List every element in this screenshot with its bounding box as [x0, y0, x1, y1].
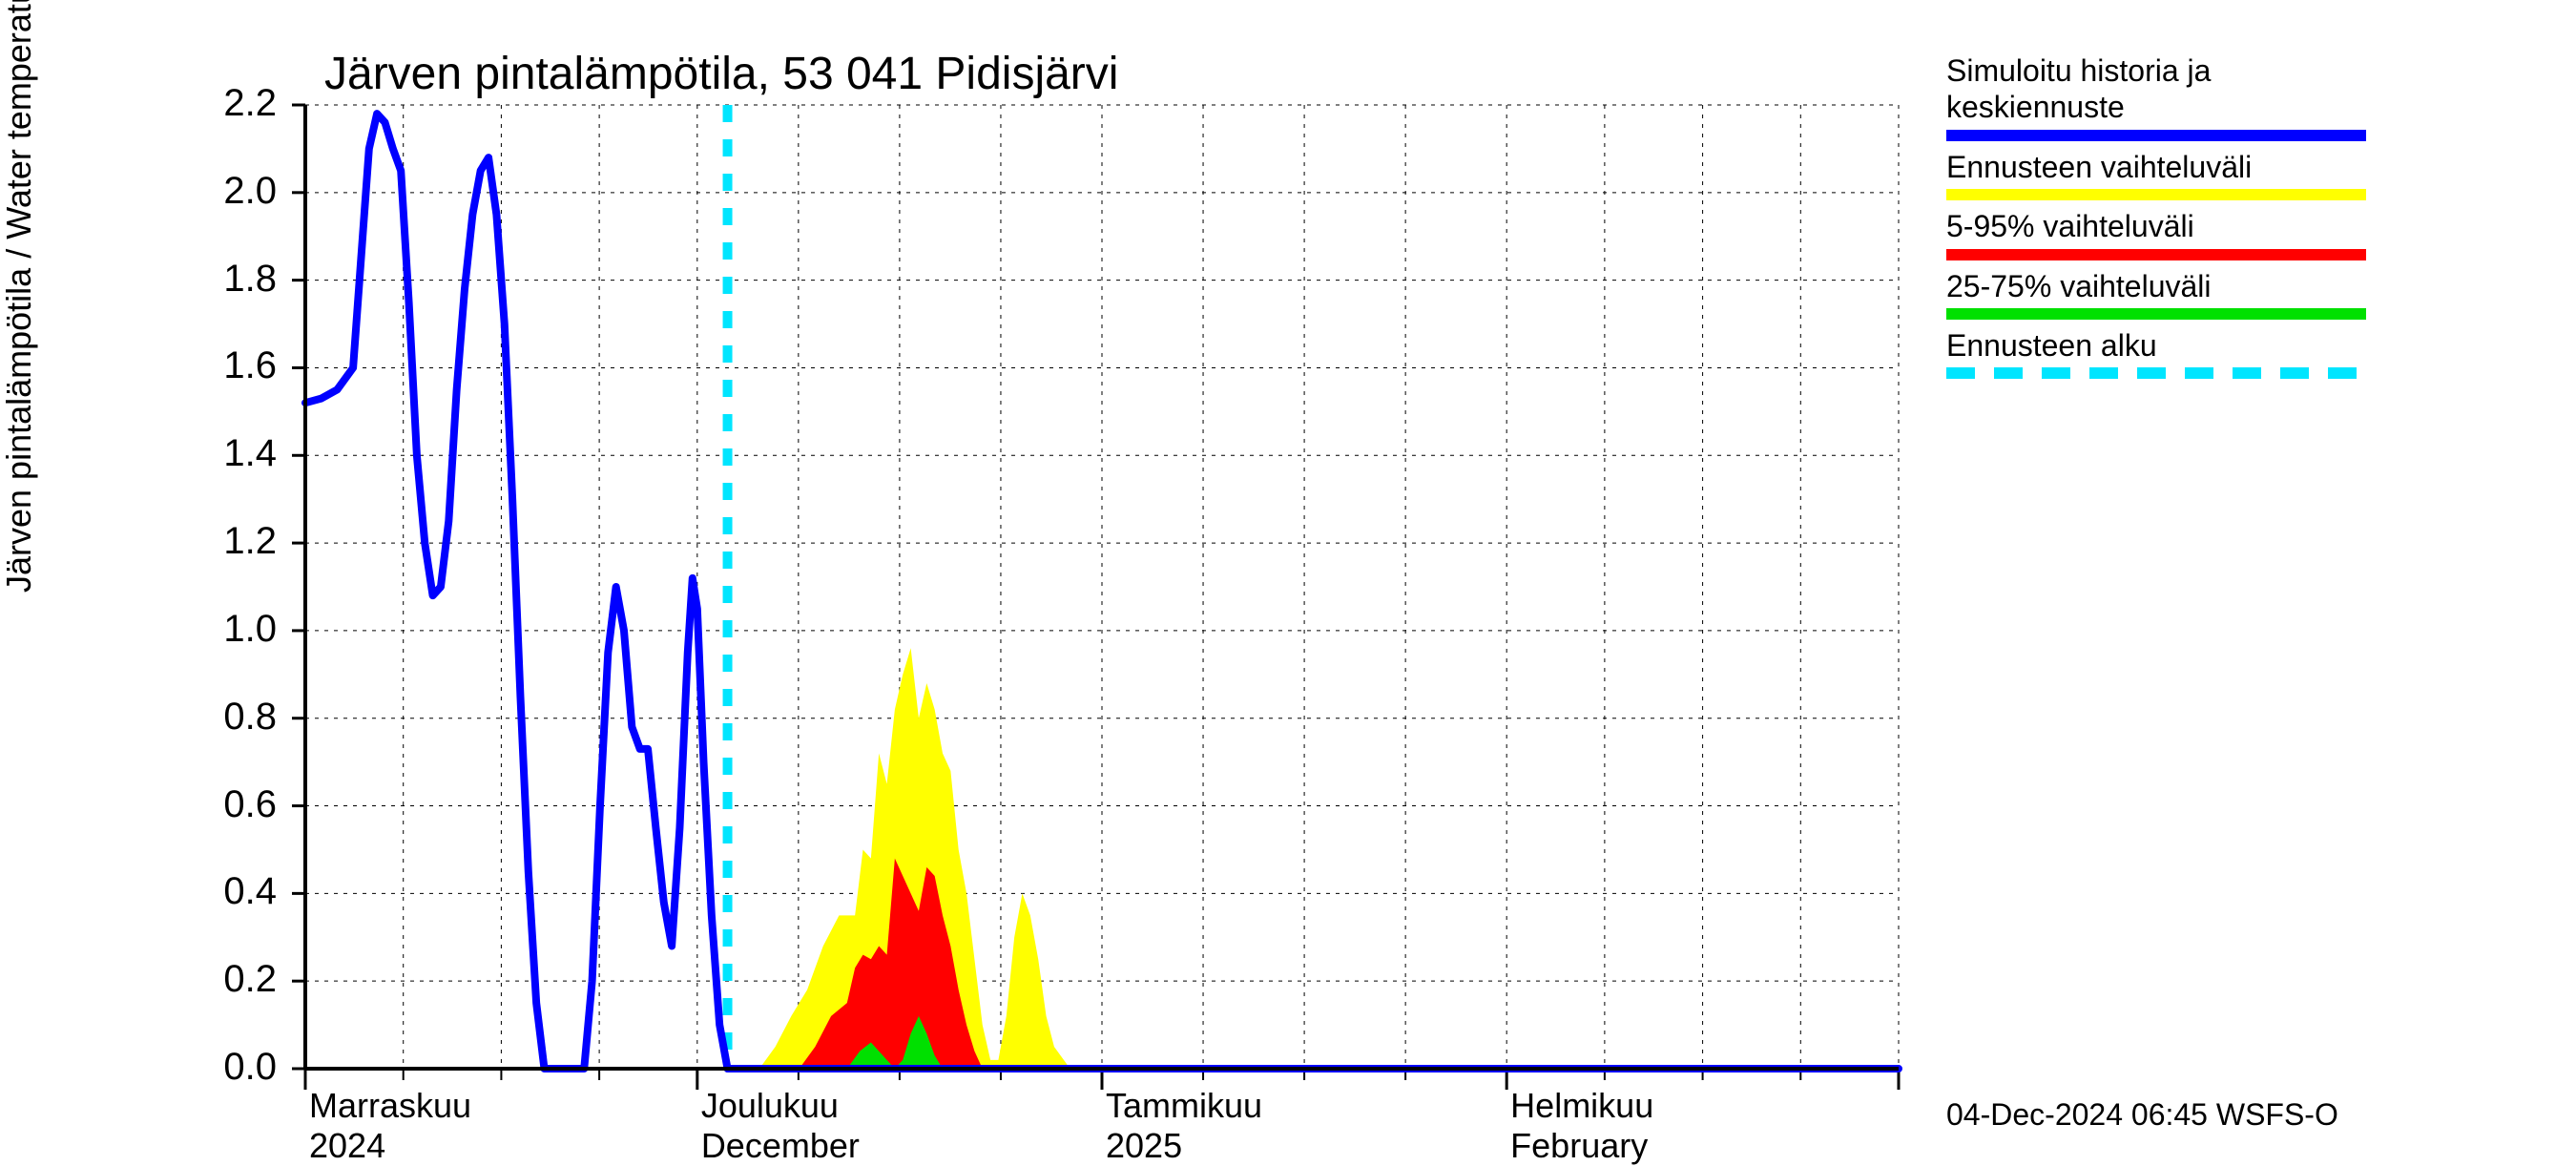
- y-tick-label: 1.8: [200, 258, 277, 301]
- y-tick-label: 0.8: [200, 696, 277, 739]
- x-tick-label: Tammikuu: [1106, 1086, 1262, 1126]
- y-tick-label: 1.0: [200, 608, 277, 651]
- legend: Simuloitu historia jakeskiennuste Ennuste…: [1946, 52, 2557, 386]
- legend-label: 25-75% vaihteluväli: [1946, 268, 2557, 304]
- y-tick-label: 1.6: [200, 344, 277, 387]
- legend-label: Simuloitu historia ja: [1946, 52, 2557, 89]
- y-tick-label: 2.0: [200, 170, 277, 213]
- legend-label: 5-95% vaihteluväli: [1946, 208, 2557, 244]
- x-tick-label: Joulukuu: [701, 1086, 839, 1126]
- legend-label: Ennusteen alku: [1946, 327, 2557, 364]
- y-tick-label: 0.2: [200, 958, 277, 1001]
- x-tick-label: December: [701, 1126, 860, 1166]
- y-tick-label: 0.4: [200, 870, 277, 913]
- legend-item: Simuloitu historia jakeskiennuste: [1946, 52, 2557, 141]
- legend-item: 25-75% vaihteluväli: [1946, 268, 2557, 320]
- legend-swatch: [1946, 249, 2366, 260]
- legend-item: Ennusteen alku: [1946, 327, 2557, 379]
- x-tick-label: February: [1510, 1126, 1648, 1166]
- x-tick-label: 2025: [1106, 1126, 1182, 1166]
- y-tick-label: 1.4: [200, 432, 277, 475]
- y-tick-label: 2.2: [200, 82, 277, 125]
- x-tick-label: Marraskuu: [309, 1086, 471, 1126]
- y-tick-label: 0.0: [200, 1046, 277, 1089]
- y-tick-label: 1.2: [200, 520, 277, 563]
- y-tick-label: 0.6: [200, 783, 277, 826]
- legend-swatch: [1946, 130, 2366, 141]
- y-axis-label: Järven pintalämpötila / Water temperatur…: [0, 0, 39, 593]
- legend-swatch: [1946, 367, 2366, 379]
- legend-swatch: [1946, 189, 2366, 200]
- footer-timestamp: 04-Dec-2024 06:45 WSFS-O: [1946, 1097, 2338, 1133]
- legend-swatch: [1946, 308, 2366, 320]
- x-tick-label: Helmikuu: [1510, 1086, 1653, 1126]
- chart-title: Järven pintalämpötila, 53 041 Pidisjärvi: [324, 48, 1118, 100]
- legend-label: Ennusteen vaihteluväli: [1946, 149, 2557, 185]
- chart-container: Järven pintalämpötila / Water temperatur…: [0, 0, 2576, 1145]
- legend-item: Ennusteen vaihteluväli: [1946, 149, 2557, 200]
- legend-item: 5-95% vaihteluväli: [1946, 208, 2557, 260]
- x-tick-label: 2024: [309, 1126, 385, 1166]
- legend-label: keskiennuste: [1946, 89, 2557, 125]
